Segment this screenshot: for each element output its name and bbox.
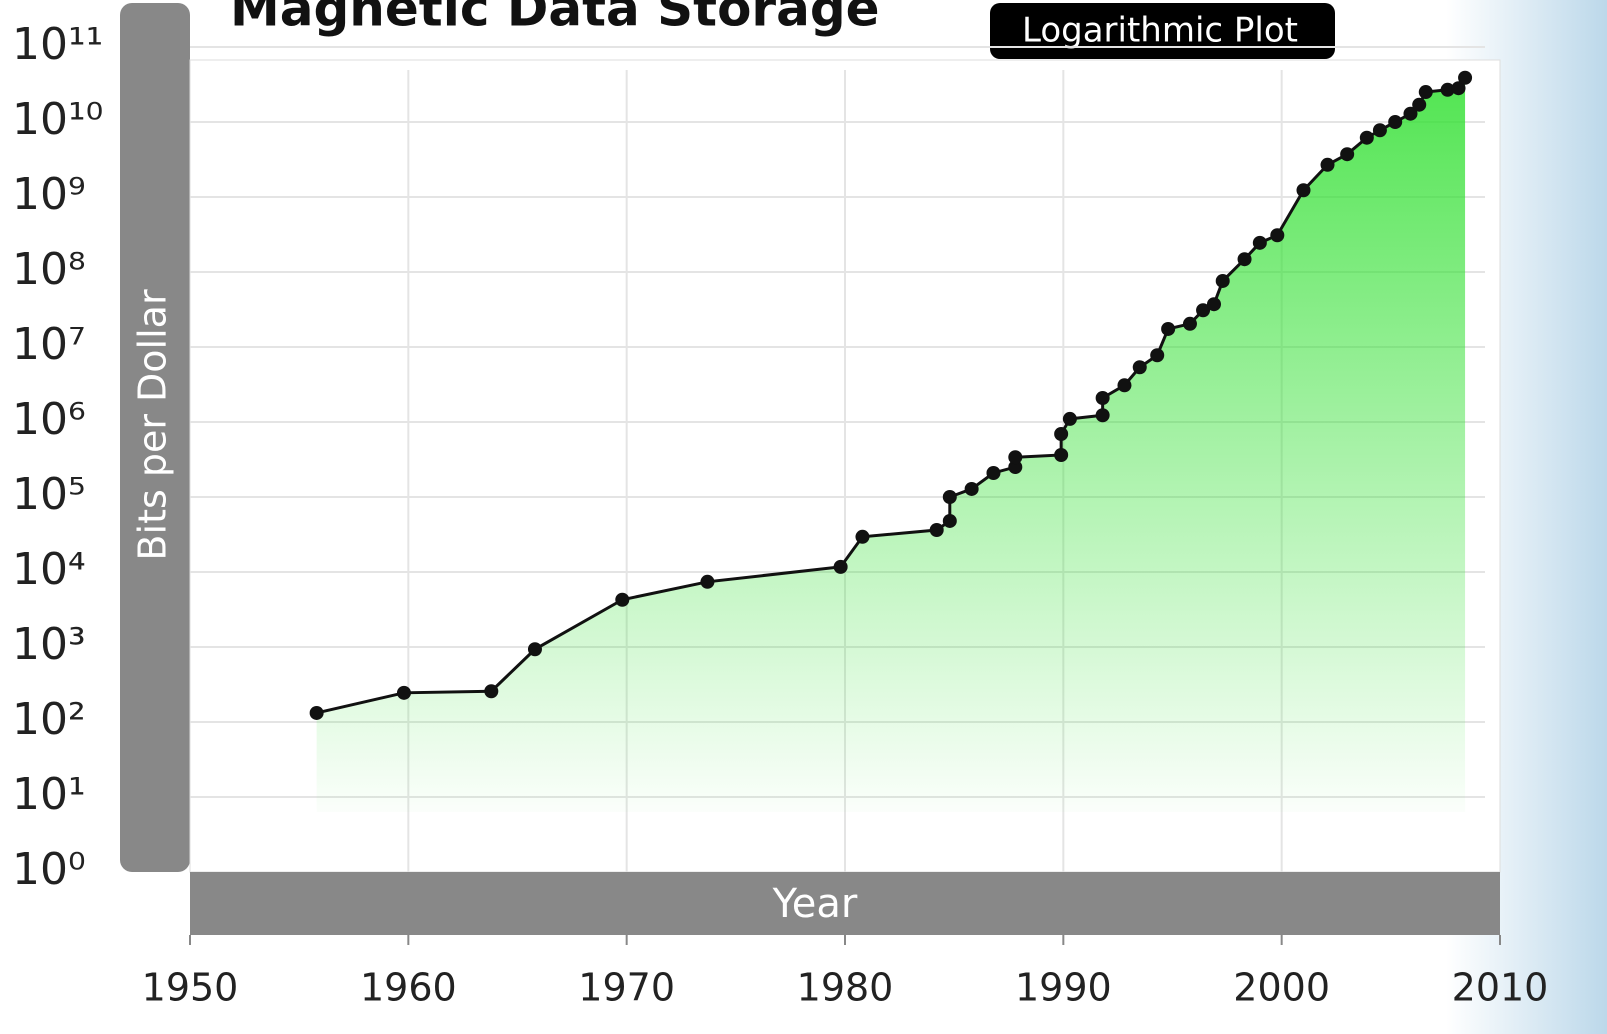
point	[834, 560, 848, 574]
x-tick-label: 1950	[142, 966, 239, 1010]
point	[1183, 317, 1197, 331]
x-tick-label: 2000	[1233, 966, 1330, 1010]
point	[1054, 427, 1068, 441]
point	[1270, 228, 1284, 242]
y-tick-label: 10⁹	[12, 169, 86, 220]
point	[1117, 378, 1131, 392]
page: Magnetic Data Storage Logarithmic Plot Y…	[0, 0, 1607, 1034]
point	[1458, 71, 1472, 85]
point	[1238, 252, 1252, 266]
point	[1419, 85, 1433, 99]
y-tick-label: 10⁰	[12, 844, 86, 895]
point	[1360, 131, 1374, 145]
point	[1150, 348, 1164, 362]
point	[1216, 274, 1230, 288]
subtitle: Logarithmic Plot	[1022, 11, 1298, 51]
y-axis-label: Bits per Dollar	[131, 289, 175, 561]
point	[1161, 322, 1175, 336]
point	[1054, 448, 1068, 462]
x-tick-label: 1980	[797, 966, 894, 1010]
y-tick-label: 10¹⁰	[12, 94, 103, 145]
point	[943, 514, 957, 528]
point	[397, 686, 411, 700]
point	[1373, 123, 1387, 137]
x-tick-label: 1990	[1015, 966, 1112, 1010]
x-tick-label: 1960	[360, 966, 457, 1010]
point	[1207, 297, 1221, 311]
point	[310, 706, 324, 720]
y-tick-label: 10¹	[12, 769, 86, 820]
y-tick-label: 10⁵	[12, 469, 86, 520]
point	[528, 642, 542, 656]
y-tick-label: 10²	[12, 694, 86, 745]
x-axis-label: Year	[772, 881, 858, 927]
point	[1297, 183, 1311, 197]
point	[1253, 236, 1267, 250]
point	[1096, 408, 1110, 422]
x-tick-label: 1970	[578, 966, 675, 1010]
point	[700, 575, 714, 589]
point	[484, 684, 498, 698]
point	[1412, 98, 1426, 112]
chart: Magnetic Data Storage Logarithmic Plot Y…	[0, 0, 1607, 1034]
y-tick-label: 10⁶	[12, 394, 86, 445]
y-tick-label: 10³	[12, 619, 86, 670]
point	[1133, 360, 1147, 374]
y-tick-label: 10⁸	[12, 244, 86, 295]
point	[986, 466, 1000, 480]
point	[1340, 147, 1354, 161]
point	[1008, 450, 1022, 464]
point	[1388, 115, 1402, 129]
point	[1063, 412, 1077, 426]
point	[615, 593, 629, 607]
x-tick-label: 2010	[1452, 966, 1549, 1010]
y-tick-label: 10⁷	[12, 319, 86, 370]
point	[943, 490, 957, 504]
point	[855, 530, 869, 544]
y-tick-label: 10¹¹	[12, 19, 103, 70]
chart-title: Magnetic Data Storage	[230, 0, 880, 38]
y-tick-label: 10⁴	[12, 544, 86, 595]
point	[965, 482, 979, 496]
point	[1321, 158, 1335, 172]
point	[1096, 391, 1110, 405]
point	[930, 523, 944, 537]
